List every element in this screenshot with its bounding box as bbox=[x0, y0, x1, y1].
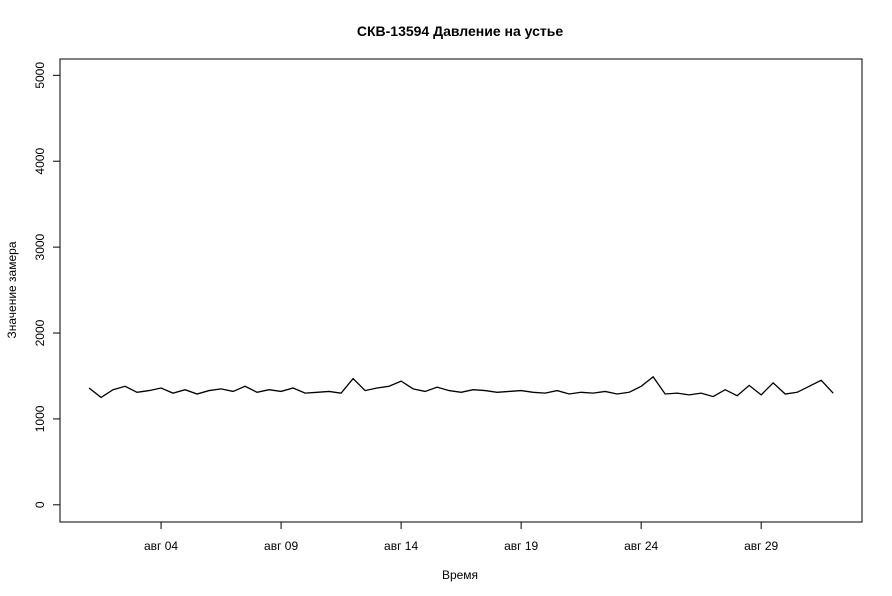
y-tick-label: 3000 bbox=[33, 233, 47, 260]
y-tick-label: 2000 bbox=[33, 319, 47, 346]
x-tick-label: авг 09 bbox=[264, 539, 298, 553]
y-tick-label: 0 bbox=[33, 501, 47, 508]
x-tick-label: авг 29 bbox=[744, 539, 778, 553]
y-axis-label: Значение замера bbox=[5, 241, 19, 338]
data-line bbox=[88, 375, 834, 399]
y-tick-label: 4000 bbox=[33, 148, 47, 175]
x-tick-label: авг 04 bbox=[144, 539, 178, 553]
plot-box bbox=[59, 58, 863, 523]
x-tick-label: авг 24 bbox=[624, 539, 658, 553]
x-tick-label: авг 19 bbox=[504, 539, 538, 553]
x-tick-label: авг 14 bbox=[384, 539, 418, 553]
x-axis-label: Время bbox=[442, 568, 478, 582]
y-tick-label: 5000 bbox=[33, 62, 47, 89]
chart-title: СКВ-13594 Давление на устье bbox=[357, 23, 563, 39]
y-tick-label: 1000 bbox=[33, 405, 47, 432]
